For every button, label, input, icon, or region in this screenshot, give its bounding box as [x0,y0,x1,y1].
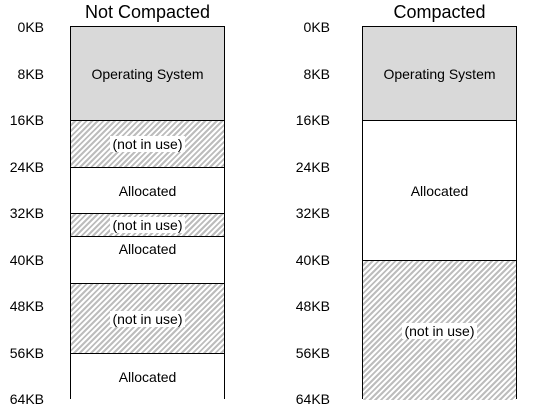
left-segment-allocated-1: Allocated [71,167,224,213]
right-title: Compacted [393,2,486,22]
right-tick-32kb: 32KB [295,205,330,221]
right-tick-8kb: 8KB [303,66,330,82]
segment-label: Allocated [410,182,469,199]
right-tick-24kb: 24KB [295,159,330,175]
left-segment-free-1: (not in use) [71,120,224,167]
left-segment-free-3: (not in use) [71,283,224,353]
segment-label: Allocated [118,369,177,385]
right-tick-48kb: 48KB [295,298,330,314]
right-tick-0kb: 0KB [303,19,330,35]
left-segment-operating-system: Operating System [71,27,224,120]
right-tick-56kb: 56KB [295,345,330,361]
left-tick-56kb: 56KB [9,345,44,361]
left-segment-free-2: (not in use) [71,213,224,236]
right-tick-40kb: 40KB [295,252,330,268]
segment-label: (not in use) [110,310,185,327]
segment-label: (not in use) [110,217,185,233]
left-tick-8kb: 8KB [17,66,44,82]
left-memory-map: Operating System (not in use) Allocated … [70,26,225,400]
left-tick-0kb: 0KB [17,19,44,35]
left-segment-allocated-3: Allocated [71,353,224,400]
right-memory-map: Operating System Allocated (not in use) [362,26,517,400]
left-tick-48kb: 48KB [9,298,44,314]
segment-label: (not in use) [110,136,185,152]
segment-label: (not in use) [402,322,477,339]
left-tick-64kb: 64KB [9,391,44,407]
right-segment-operating-system: Operating System [363,27,516,120]
left-tick-32kb: 32KB [9,205,44,221]
right-tick-16kb: 16KB [295,112,330,128]
left-segment-allocated-2: Allocated [71,236,224,283]
left-title: Not Compacted [84,2,211,22]
segment-label: Allocated [118,241,177,257]
segment-label: Operating System [91,65,204,82]
left-tick-16kb: 16KB [9,112,44,128]
left-tick-40kb: 40KB [9,252,44,268]
segment-label: Allocated [118,182,177,199]
right-tick-64kb: 64KB [295,391,330,407]
segment-label: Operating System [383,65,496,82]
right-segment-free: (not in use) [363,260,516,400]
left-tick-24kb: 24KB [9,159,44,175]
right-segment-allocated: Allocated [363,120,516,260]
